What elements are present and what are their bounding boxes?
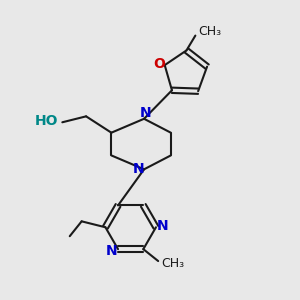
- Text: N: N: [157, 219, 168, 233]
- Text: CH₃: CH₃: [161, 257, 184, 270]
- Text: N: N: [140, 106, 152, 120]
- Text: HO: HO: [34, 114, 58, 128]
- Text: CH₃: CH₃: [198, 25, 221, 38]
- Text: O: O: [153, 57, 165, 71]
- Text: N: N: [106, 244, 117, 258]
- Text: N: N: [133, 162, 145, 176]
